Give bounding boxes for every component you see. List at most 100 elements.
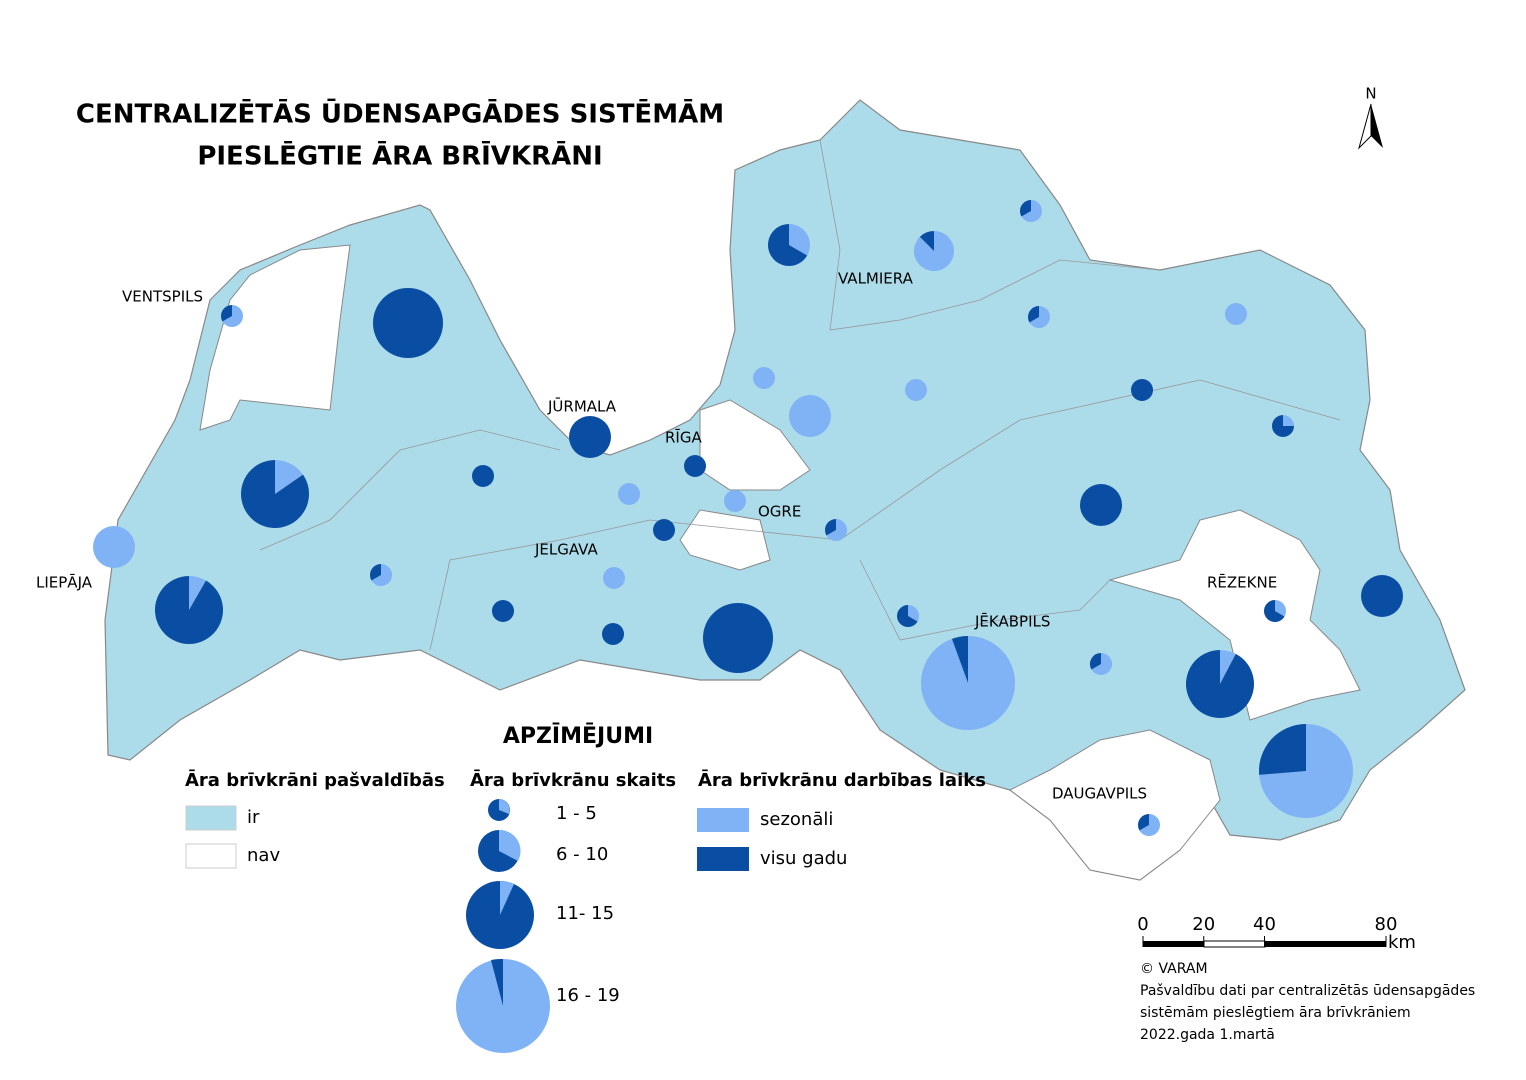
pie (155, 576, 224, 645)
scale-segment (1203, 940, 1266, 948)
pie-slice (1259, 724, 1306, 775)
legend-label: nav (247, 845, 280, 866)
arrow (1358, 103, 1372, 150)
north-label: N (1365, 85, 1376, 103)
area-nav (1009, 729, 1221, 881)
city-label: RĪGA (665, 429, 702, 447)
size-samples (456, 799, 550, 1053)
pie (684, 455, 706, 477)
pie (1263, 600, 1286, 623)
pie (221, 305, 244, 328)
pie-slice (1091, 653, 1112, 675)
pie (602, 623, 624, 645)
credit-line: 2022.gada 1.martā (1140, 1027, 1275, 1043)
pie-slice (221, 305, 232, 322)
pie-slice (753, 367, 775, 389)
legend-label: 6 - 10 (556, 844, 608, 865)
credit-line: © VARAM (1140, 961, 1208, 977)
pie (373, 288, 443, 358)
pie-slice (1139, 814, 1161, 837)
pie (1225, 303, 1247, 325)
legend-swatch (697, 808, 749, 832)
pie-slice (826, 519, 847, 542)
credit-line: Pašvaldību dati par centralizētās ūdensa… (1140, 983, 1475, 999)
pie-slice (1131, 379, 1153, 401)
legend-swatch (697, 847, 749, 871)
pie (905, 379, 927, 401)
pie (767, 224, 810, 267)
pie-slice (951, 636, 968, 683)
pie-slice (492, 600, 514, 622)
pie-slice (1259, 724, 1353, 819)
pie (1019, 200, 1042, 222)
pie-slice (908, 605, 919, 622)
pie (618, 483, 640, 505)
pie-slice (569, 416, 611, 458)
city-labels: VENTSPILS VALMIERA JŪRMALA RĪGA OGRE JELGAVA L… (36, 270, 1277, 803)
area-nav (699, 399, 811, 491)
credit-line: sistēmām pieslēgtiem āra brīvkrāniem (1140, 1005, 1411, 1021)
pie-slice (905, 379, 927, 401)
legend: ir nav 1 - 5 6 - 10 11- 15 16 - 19 sezonāli vis… (185, 799, 847, 1053)
legend-label: visu gadu (760, 848, 847, 869)
pie-slice (684, 455, 706, 477)
pie (1186, 650, 1254, 718)
pie (724, 490, 746, 512)
pie (1272, 415, 1294, 437)
country (104, 99, 1466, 881)
pie (1080, 484, 1122, 526)
pie-slice (703, 603, 773, 673)
scale-segment (1265, 941, 1386, 947)
pie-slice (1090, 653, 1101, 670)
pie (1259, 724, 1353, 819)
scale-label: 80 (1375, 914, 1398, 935)
city-label: JELGAVA (534, 541, 598, 559)
no-taps-areas (199, 244, 1361, 881)
pie-slice (93, 526, 135, 568)
pie-slice (789, 224, 810, 256)
pie (370, 564, 393, 586)
legend-label: 11- 15 (556, 903, 614, 924)
pie (653, 519, 675, 541)
latvia-area (104, 99, 1466, 881)
pie-slice (1220, 650, 1236, 684)
pie (897, 605, 919, 627)
pie (241, 460, 309, 528)
credits: © VARAM Pašvaldību dati par centralizētās… (1140, 961, 1475, 1043)
legend-title: Āra brīvkrānu darbības laiks (698, 770, 986, 791)
pie (1361, 575, 1403, 617)
pie-slice (919, 231, 934, 251)
pie (703, 603, 773, 673)
legend-title: Āra brīvkrānu skaits (470, 770, 676, 791)
title: PIESLĒGTIE ĀRA BRĪVKRĀNI (197, 140, 602, 172)
pie-slice (789, 395, 831, 437)
pie (921, 636, 1016, 731)
pie-slice (155, 576, 224, 645)
pies (93, 200, 1403, 837)
city-label: VENTSPILS (122, 288, 203, 306)
city-label: DAUGAVPILS (1052, 785, 1147, 803)
legend-title: Āra brīvkrāni pašvaldībās (185, 770, 445, 791)
pie-slice (1272, 415, 1294, 437)
pie (569, 416, 611, 458)
border (859, 559, 1111, 641)
pie-slice (373, 288, 443, 358)
pie-slice (618, 483, 640, 505)
area-nav (679, 509, 771, 571)
scale-label: 20 (1192, 914, 1215, 935)
border (259, 429, 561, 551)
city-label: LIEPĀJA (36, 574, 93, 592)
legend-swatch (185, 843, 237, 869)
city-label: RĒZEKNE (1207, 574, 1277, 592)
pie (913, 231, 954, 271)
pie-slice (602, 623, 624, 645)
pie (824, 519, 847, 542)
legend-label: ir (247, 807, 260, 828)
pie (1028, 306, 1051, 328)
pie-slice (1080, 484, 1122, 526)
pie-slice (1029, 306, 1051, 328)
pie-slice (1186, 650, 1254, 718)
legend-label: sezonāli (760, 809, 833, 830)
